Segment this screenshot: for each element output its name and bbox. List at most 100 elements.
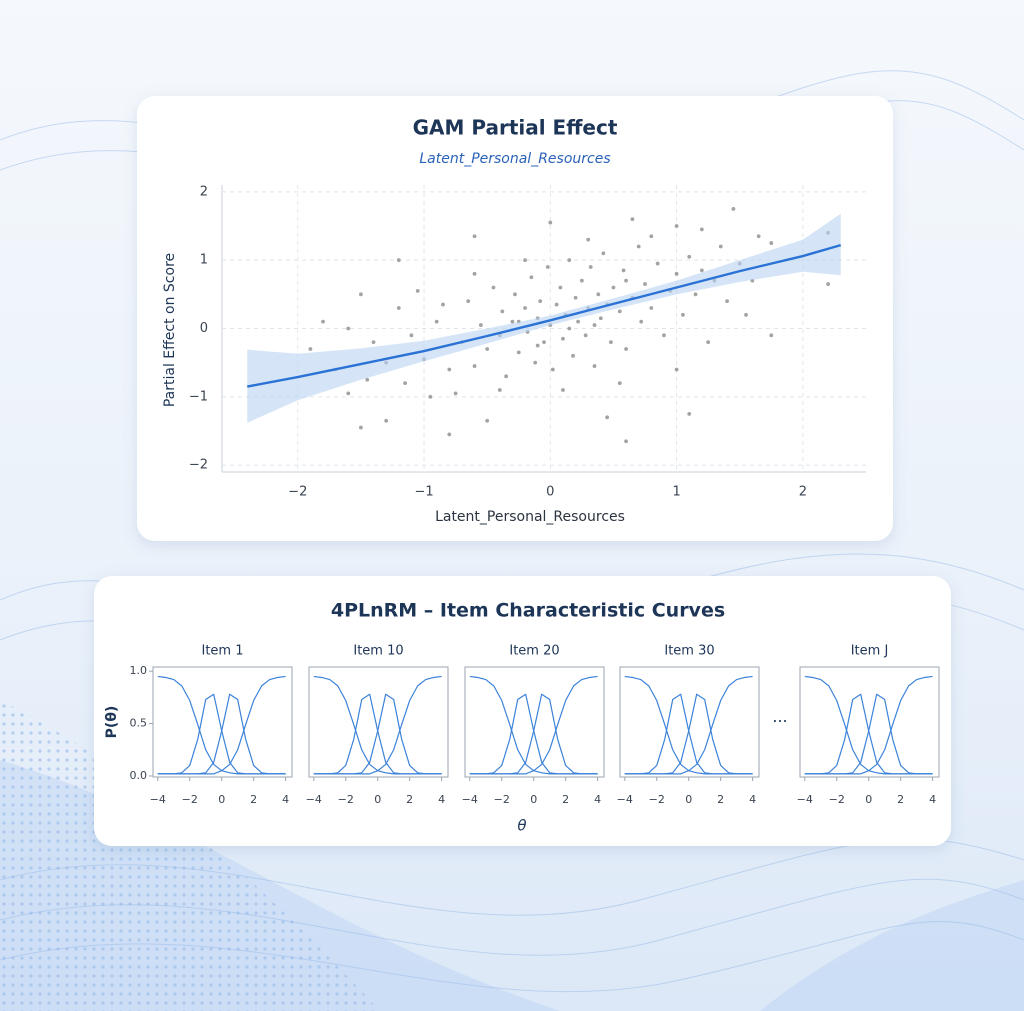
data-point (592, 364, 597, 368)
data-point (621, 268, 626, 273)
y-tick-label: −2 (189, 458, 208, 473)
data-point (605, 415, 610, 420)
data-point (434, 319, 439, 324)
data-point (769, 241, 774, 245)
y-tick-label: 0.0 (130, 769, 148, 782)
data-point (491, 285, 496, 290)
x-tick-label: 0 (865, 793, 872, 806)
background-wave-fill (760, 880, 1024, 1011)
data-point (513, 292, 517, 297)
data-point (598, 316, 603, 321)
data-point (662, 333, 666, 338)
data-point (485, 347, 490, 351)
data-point (636, 244, 641, 249)
data-point (523, 258, 527, 263)
x-tick-label: 4 (594, 793, 601, 806)
x-tick-label: 2 (799, 485, 807, 500)
data-point (466, 299, 471, 304)
panel-subtitle: Item 30 (664, 644, 714, 659)
data-point (516, 350, 521, 355)
data-point (609, 340, 613, 345)
data-point (529, 275, 534, 280)
data-point (617, 381, 622, 386)
y-tick-label: 2 (200, 184, 208, 199)
data-point (384, 418, 389, 423)
x-tick-label: 0 (685, 793, 692, 806)
x-tick-label: −2 (182, 793, 198, 806)
x-tick-label: 4 (438, 793, 445, 806)
data-point (346, 391, 351, 396)
data-point (548, 220, 553, 225)
data-point (308, 347, 313, 351)
panel-frame (619, 666, 760, 778)
data-point (624, 439, 628, 444)
data-point (571, 353, 575, 358)
x-tick-label: 2 (406, 793, 413, 806)
x-axis-label: Latent_Personal_Resources (435, 509, 625, 525)
data-point (718, 244, 723, 249)
x-tick-label: −4 (797, 793, 813, 806)
data-point (706, 340, 711, 345)
data-point (567, 258, 572, 263)
data-point (535, 343, 540, 348)
y-axis-label: P(θ) (104, 706, 120, 739)
y-axis-label: Partial Effect on Score (162, 253, 178, 407)
data-point (561, 336, 565, 341)
data-point (538, 299, 543, 304)
x-tick-label: 4 (929, 793, 936, 806)
data-point (554, 302, 559, 307)
y-tick-label: −1 (189, 389, 208, 404)
data-point (510, 319, 515, 324)
x-tick-label: 0 (546, 485, 554, 500)
data-point (561, 388, 565, 392)
data-point (441, 302, 445, 307)
data-point (699, 268, 704, 273)
data-point (617, 309, 622, 314)
data-point (447, 432, 452, 437)
data-point (558, 285, 563, 290)
data-point (447, 367, 452, 372)
data-point (681, 312, 685, 317)
y-tick-label: 0 (200, 321, 208, 336)
panel-frame (464, 666, 605, 778)
data-point (472, 234, 477, 239)
x-tick-label: 2 (562, 793, 569, 806)
panel-subtitle: Item 10 (353, 644, 403, 659)
panel-frame (152, 666, 293, 778)
panel-subtitle: Item J (851, 644, 889, 659)
data-point (321, 319, 325, 324)
panel-subtitle: Item 1 (202, 644, 244, 659)
data-point (478, 323, 483, 327)
data-point (371, 340, 376, 345)
data-point (576, 319, 580, 324)
data-point (542, 340, 546, 345)
data-point (583, 333, 588, 338)
line (469, 675, 598, 775)
x-tick-label: −2 (338, 793, 354, 806)
data-point (579, 278, 584, 283)
data-point (409, 333, 414, 338)
line (247, 243, 842, 388)
data-point (687, 254, 692, 259)
data-point (472, 364, 477, 368)
y-tick-label: 1 (200, 253, 208, 268)
x-tick-label: 2 (717, 793, 724, 806)
data-point (649, 234, 654, 239)
data-point (639, 319, 644, 324)
chart-title: GAM Partial Effect (413, 116, 618, 140)
x-tick-label: −2 (288, 485, 307, 500)
x-tick-label: −4 (462, 793, 478, 806)
y-tick-label: 0.5 (130, 717, 148, 730)
x-tick-label: −2 (649, 793, 665, 806)
data-point (630, 217, 635, 222)
data-point (545, 265, 550, 269)
x-tick-label: −2 (494, 793, 510, 806)
x-tick-label: −1 (414, 485, 433, 500)
data-point (699, 227, 704, 232)
card (137, 96, 893, 541)
data-point (403, 381, 407, 386)
data-point (655, 261, 660, 266)
x-tick-label: 2 (897, 793, 904, 806)
data-point (346, 326, 351, 331)
x-tick-label: −4 (306, 793, 322, 806)
